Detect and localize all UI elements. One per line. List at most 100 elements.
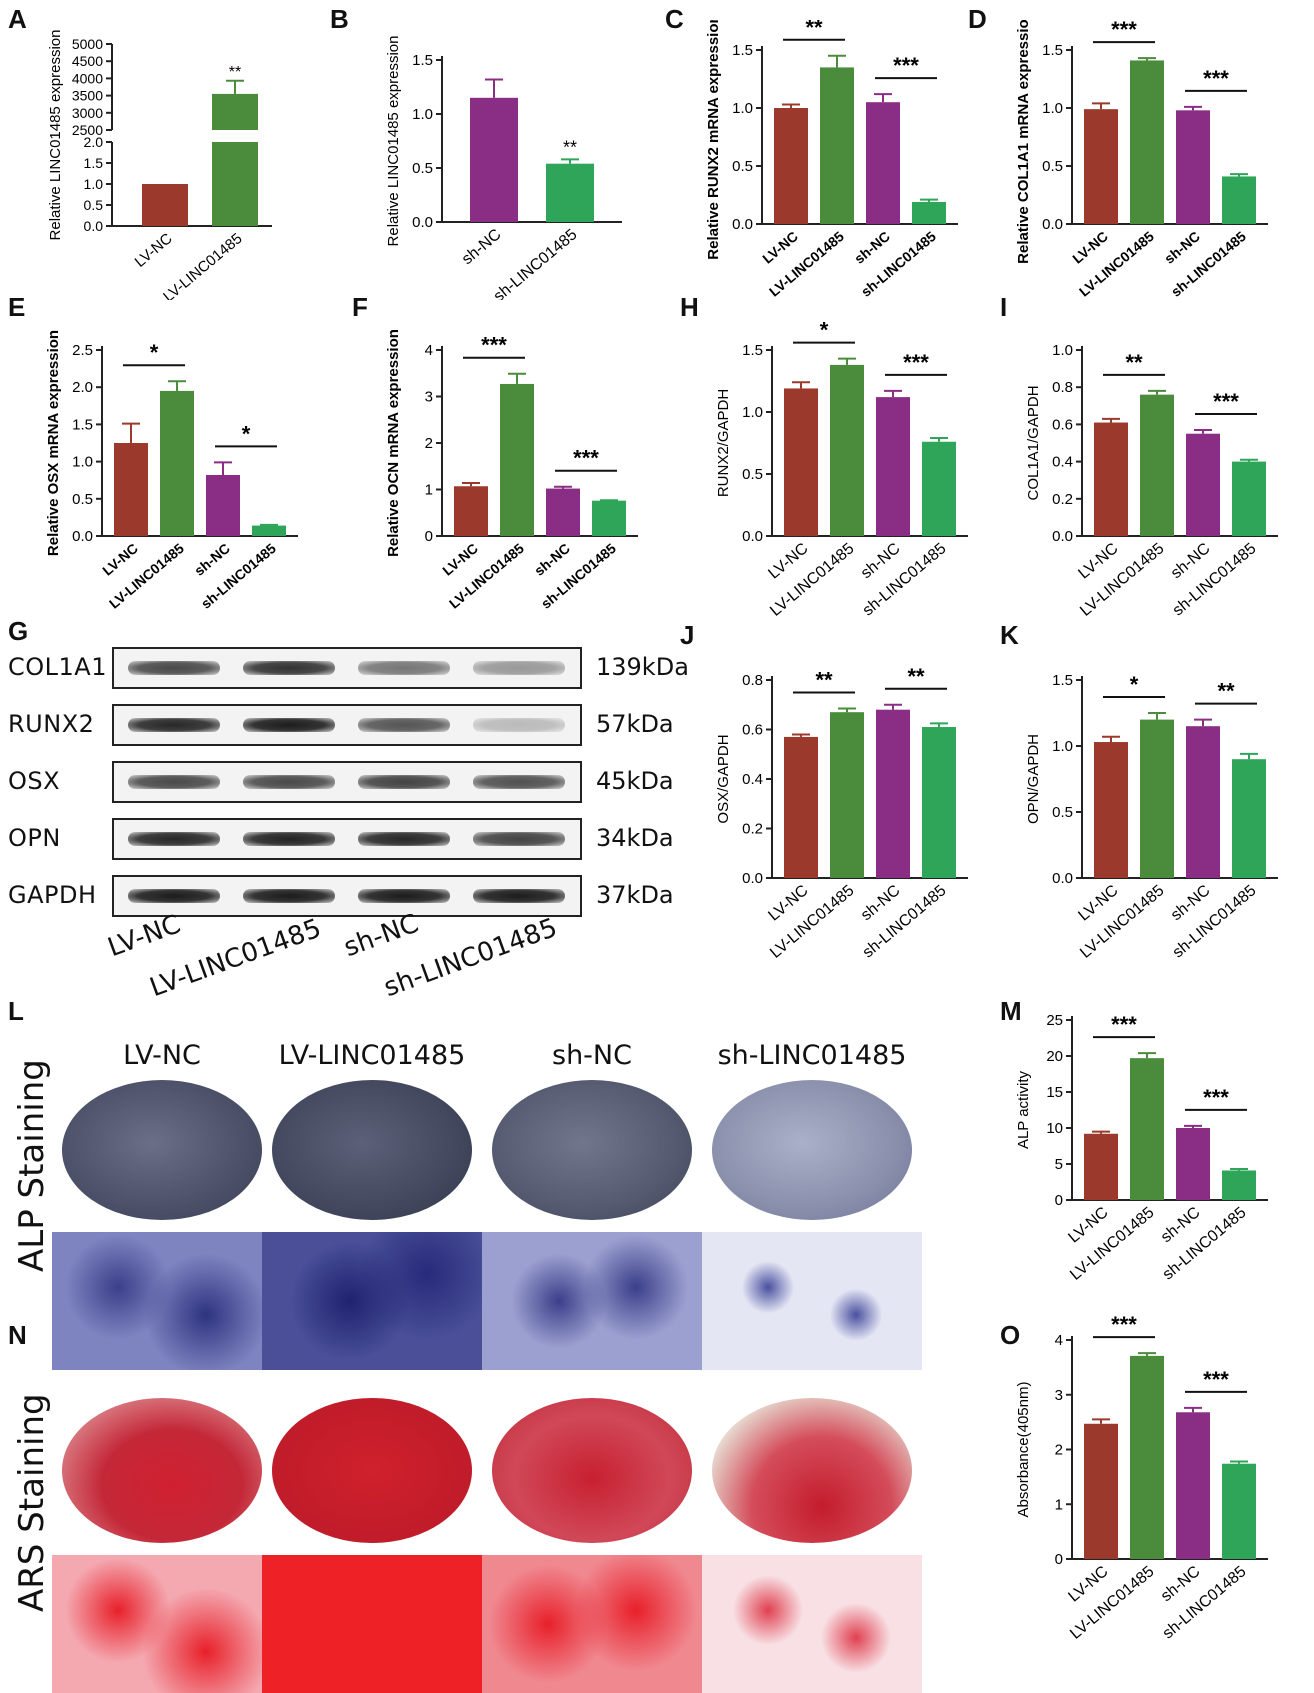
- significance-stars: *: [242, 421, 251, 446]
- y-tick-label: 1.5: [84, 155, 104, 171]
- bar: [784, 388, 818, 536]
- y-tick-label: 4: [1055, 1332, 1063, 1349]
- bar: [1176, 1128, 1210, 1200]
- y-tick-label: 3000: [72, 105, 103, 121]
- bar: [546, 163, 594, 222]
- ars-micrograph: [702, 1555, 922, 1693]
- y-axis-label: Absorbance(405nm): [1015, 1382, 1032, 1518]
- bar: [1186, 433, 1220, 536]
- y-tick-label: 0.0: [412, 214, 433, 231]
- bar: [1130, 1058, 1164, 1200]
- bar: [866, 102, 900, 224]
- x-tick-label: LV-LINC01485: [1067, 1563, 1158, 1643]
- bar: [1084, 1423, 1118, 1559]
- bar: [830, 712, 864, 878]
- panel-letter-h: H: [680, 292, 699, 322]
- bar: [470, 97, 518, 222]
- stain-column-header: LV-NC: [123, 1040, 201, 1071]
- bar: [922, 441, 956, 536]
- y-tick-label: 10: [1046, 1120, 1063, 1137]
- y-tick-label: 0.0: [742, 528, 763, 545]
- y-tick-label: 0.5: [1042, 158, 1063, 175]
- y-tick-label: 0.4: [742, 771, 763, 788]
- alp-micrograph: [482, 1232, 702, 1370]
- bar: [876, 397, 910, 536]
- y-tick-label: 1: [1055, 1496, 1063, 1513]
- bar: [1232, 461, 1266, 536]
- wb-band: [473, 775, 565, 789]
- y-tick-label: 0.2: [1052, 491, 1073, 508]
- y-tick-label: 1.0: [742, 404, 763, 421]
- chart-j: 0.00.20.40.60.8OSX/GAPDHLV-NCLV-LINC0148…: [715, 664, 968, 962]
- y-tick-label: 0.0: [72, 528, 93, 545]
- panel-letter-i: I: [1000, 292, 1008, 322]
- x-tick-label: LV-NC: [1069, 228, 1111, 267]
- y-tick-label: 0.0: [84, 218, 104, 234]
- x-tick-label: sh-NC: [531, 540, 573, 579]
- ars-dish-image: [62, 1398, 262, 1543]
- wb-band: [243, 775, 335, 789]
- wb-band: [128, 889, 220, 903]
- wb-band: [243, 889, 335, 903]
- y-tick-label: 1.0: [1042, 100, 1063, 117]
- bar: [212, 142, 258, 226]
- y-tick-label: 0.0: [1052, 870, 1073, 887]
- y-axis-label: Relative COL1A1 mRNA expression: [1015, 20, 1032, 264]
- y-tick-label: 0.5: [732, 158, 753, 175]
- panel-letter-l: L: [8, 996, 24, 1026]
- ars-micrograph: [262, 1555, 482, 1693]
- x-tick-label: LV-NC: [439, 540, 481, 579]
- wb-band: [128, 832, 220, 846]
- bar: [546, 488, 580, 536]
- significance-stars: ***: [1203, 1367, 1229, 1392]
- y-tick-label: 5: [1055, 1156, 1063, 1173]
- x-tick-label: sh-LINC01485: [491, 226, 581, 300]
- y-tick-label: 20: [1046, 1048, 1063, 1065]
- stain-column-header: sh-NC: [552, 1040, 632, 1071]
- ars-micrograph: [52, 1555, 272, 1693]
- y-tick-label: 1.5: [412, 52, 433, 69]
- bar: [160, 390, 194, 536]
- panel-letter-f: F: [352, 292, 368, 322]
- wb-size-label: 37kDa: [596, 881, 674, 909]
- y-tick-label: 0.5: [84, 197, 104, 213]
- x-tick-label: LV-LINC01485: [1077, 540, 1168, 620]
- wb-band: [128, 775, 220, 789]
- significance-stars: ***: [1203, 1085, 1229, 1110]
- y-tick-label: 2.5: [72, 342, 93, 359]
- significance-stars: *: [150, 340, 159, 365]
- x-tick-label: LV-LINC01485: [767, 540, 858, 620]
- x-tick-label: sh-LINC01485: [1160, 1563, 1250, 1642]
- x-tick-label: LV-LINC01485: [1067, 1204, 1158, 1284]
- bar: [1094, 742, 1128, 878]
- y-tick-label: 1.5: [1042, 42, 1063, 59]
- y-tick-label: 3: [425, 389, 433, 406]
- y-axis-label: OSX/GAPDH: [715, 734, 732, 823]
- y-tick-label: 0.8: [742, 672, 763, 689]
- wb-band: [358, 718, 450, 732]
- y-axis-label: Relative OSX mRNA expression: [45, 330, 62, 556]
- y-tick-label: 1.0: [72, 454, 93, 471]
- y-tick-label: 2: [1055, 1442, 1063, 1459]
- y-axis-label: Relative OCN mRNA expression: [385, 329, 402, 557]
- bar: [206, 474, 240, 536]
- y-tick-label: 1.0: [1052, 342, 1073, 359]
- x-tick-label: sh-NC: [851, 228, 893, 267]
- y-tick-label: 2: [425, 435, 433, 452]
- bar: [1222, 1463, 1256, 1559]
- y-axis-label: ALP activity: [1015, 1070, 1032, 1149]
- bar: [1176, 1412, 1210, 1559]
- significance-stars: **: [1217, 679, 1235, 704]
- wb-size-label: 139kDa: [596, 653, 689, 681]
- y-tick-label: 0.0: [1052, 528, 1073, 545]
- x-tick-label: sh-LINC01485: [860, 882, 950, 961]
- wb-band: [128, 718, 220, 732]
- significance-stars: ***: [893, 53, 919, 78]
- y-axis-label: Relative LINC01485 expression: [385, 36, 402, 247]
- alp-dish-image: [492, 1080, 692, 1220]
- significance-stars: **: [805, 20, 823, 40]
- bar: [1176, 110, 1210, 224]
